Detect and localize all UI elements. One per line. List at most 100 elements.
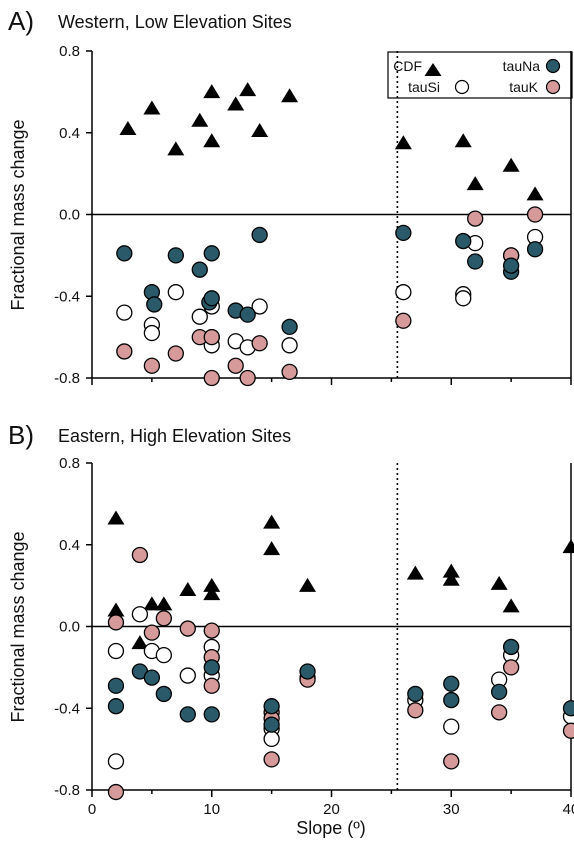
panel-a-point-tausi [191,308,208,325]
panel-b-point-tauk [107,783,125,801]
panel-a-point-tausi [143,324,161,342]
panel-b-point-tauna [107,698,125,715]
panel-b-point-tauna [443,675,460,692]
panel-a-point-tausi [251,298,268,315]
panel-b-xtick-label: 10 [203,801,220,818]
panel-a-point-cdf [191,112,209,127]
panel-a-point-tauk [143,357,161,374]
panel-b-point-cdf [442,563,460,578]
panel-b-point-tauna [203,659,220,676]
panel-a-point-tauna [526,241,544,258]
panel-a-letter: A) [8,6,34,36]
panel-b-point-cdf [107,602,125,617]
panel-a-point-cdf [119,120,137,135]
panel-a-point-tauna [203,245,220,262]
panel-a-ytick-label: -0.8 [54,370,80,387]
panel-b-point-tauna [263,716,280,733]
panel-b-point-cdf [203,586,221,601]
panel-b-point-cdf [155,596,173,611]
panel-b-point-cdf [299,577,317,592]
panel-b-point-tauk [203,622,220,639]
legend-marker-tauk [545,79,561,95]
panel-a-point-tauna [239,306,256,323]
panel-b-point-tauna [143,669,161,686]
panel-b-point-tauna [490,683,508,701]
panel-a-point-cdf [167,141,185,156]
panel-a-point-tauk [116,343,133,360]
panel-a-point-tausi [167,284,184,301]
panel-a-point-tauna [167,247,184,264]
legend-label-cdf: CDF [393,58,422,74]
panel-b-point-tauk [490,704,508,721]
panel-b-point-tauk [203,677,220,694]
panel-a-ytick-label: -0.4 [54,288,80,305]
legend-box [387,51,573,99]
panel-b-point-tauk [562,722,574,739]
panel-b-letter: B) [8,420,34,450]
panel-b-ytick-label: -0.4 [54,700,80,717]
panel-a-point-tausi [455,290,472,307]
panel-a-title: Western, Low Elevation Sites [58,12,292,32]
panel-a-point-cdf [239,82,257,97]
panel-b-ytick-label: 0.0 [59,619,80,636]
panel-a-point-tauk [239,369,256,387]
legend: CDF tauNa tauSi tauK [387,51,573,99]
legend-marker-cdf [424,63,442,76]
panel-b-point-tausi [263,730,280,748]
panel-a-point-tauna [146,296,163,313]
panel-b-point-cdf [406,565,424,580]
panel-a-point-tauna [116,245,133,262]
panel-b-point-tauk [407,702,424,719]
panel-a-point-cdf [454,133,472,148]
panel-b-point-tausi [155,646,173,664]
panel-a-point-tauna [395,224,412,242]
panel-b-point-tauk [131,546,149,564]
panel-b-point-cdf [562,539,574,554]
legend-label-tauk: tauK [509,79,538,95]
panel-b-ylabel: Fractional mass change [8,531,28,722]
panel-b-point-tauna [562,700,574,717]
panel-b-xtick-label: 30 [443,801,460,818]
panel-a-ytick-label: 0.0 [59,207,80,224]
panel-a-point-tauk [395,312,412,329]
legend-marker-tauna [545,58,561,74]
panel-a-point-tauk [467,210,484,227]
panel-a-point-tausi [395,284,412,301]
panel-b-point-tauk [443,753,460,770]
panel-b-point-tauna [203,706,220,723]
panel-a-point-tauk [526,206,544,223]
panel-b-point-cdf [502,598,520,613]
panel-b-xtick-label: 0 [88,801,96,818]
panel-b-point-tauna [299,663,316,680]
panel-a-point-tauna [191,261,208,278]
panel-b-point-tausi [443,718,460,735]
plot-layer: 0.8 0.4 0.0 -0.4 -0.8 0.8 0.4 0.0 -0.4 -0.8 0 10 20 3… [54,43,574,818]
panel-a-point-tauna [455,232,472,250]
panel-a-point-tauk [281,363,298,381]
panel-b-point-cdf [179,582,197,597]
panel-a-point-tauk [167,345,184,362]
panel-b-point-tauk [263,751,280,768]
panel-a-point-tauna [203,290,220,307]
panel-b-point-tauna [502,638,520,656]
panel-b-point-cdf [107,510,125,525]
panel-a-point-cdf [203,84,221,99]
panel-b-point-tauk [143,624,161,641]
panel-b-point-tauk [179,620,196,637]
panel-b-point-tauk [107,614,125,631]
panel-a-point-tauk [203,328,220,346]
panel-b-point-tauna [179,706,196,723]
panel-b-point-cdf [490,575,508,590]
legend-label-tauna: tauNa [503,58,541,74]
panel-a-point-tauk [203,369,220,387]
legend-marker-tausi [454,79,470,95]
panel-a-point-cdf [251,123,269,138]
panel-b-point-tauna [407,685,424,703]
panel-b-ytick-label: 0.4 [59,537,80,554]
panel-a-point-tauk [251,335,268,352]
panel-a-point-cdf [143,100,161,115]
panel-a-ytick-label: 0.8 [59,43,80,60]
panel-b-point-cdf [263,514,281,529]
panel-a-point-tauna [502,257,520,274]
